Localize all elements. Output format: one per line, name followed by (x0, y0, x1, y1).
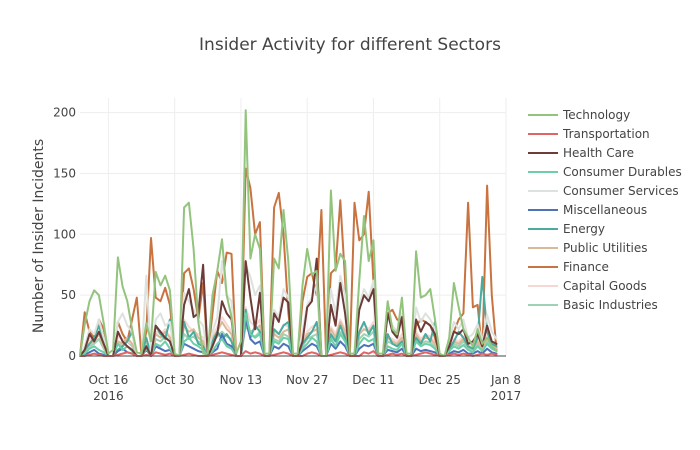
x-tick-year-label: 2017 (491, 389, 522, 403)
legend-label: Transportation (562, 127, 650, 141)
x-tick-label: Nov 13 (220, 373, 263, 387)
x-tick-label: Nov 27 (286, 373, 329, 387)
legend-item[interactable]: Consumer Services (528, 184, 679, 198)
legend-item[interactable]: Health Care (528, 146, 634, 160)
legend: Technology Transportation Health Care Consu… (528, 108, 682, 312)
legend-label: Technology (562, 108, 630, 122)
legend-label: Capital Goods (563, 279, 647, 293)
legend-label: Miscellaneous (563, 203, 647, 217)
legend-item[interactable]: Basic Industries (528, 298, 658, 312)
y-tick-label: 150 (53, 166, 76, 180)
grid-layer (80, 98, 507, 356)
legend-item[interactable]: Capital Goods (528, 279, 647, 293)
series-line-technology[interactable] (79, 109, 498, 357)
legend-item[interactable]: Energy (528, 222, 605, 236)
x-tick-label: Jan 8 (490, 373, 521, 387)
x-tick-label: Dec 25 (419, 373, 461, 387)
legend-label: Finance (563, 260, 609, 274)
legend-label: Consumer Services (563, 184, 679, 198)
chart-title: Insider Activity for different Sectors (199, 35, 501, 55)
y-tick-label: 0 (68, 349, 76, 363)
legend-item[interactable]: Consumer Durables (528, 165, 682, 179)
series-layer (79, 109, 498, 357)
legend-label: Energy (563, 222, 605, 236)
x-tick-label: Dec 11 (352, 373, 394, 387)
legend-item[interactable]: Technology (528, 108, 630, 122)
legend-item[interactable]: Public Utilities (528, 241, 648, 255)
legend-label: Public Utilities (563, 241, 648, 255)
series-line-energy[interactable] (79, 275, 498, 357)
legend-item[interactable]: Finance (528, 260, 609, 274)
legend-label: Basic Industries (563, 298, 658, 312)
y-tick-label: 50 (61, 288, 76, 302)
legend-item[interactable]: Transportation (528, 127, 650, 141)
x-tick-label: Oct 16 (88, 373, 128, 387)
y-tick-label: 200 (53, 106, 76, 120)
x-tick-year-label: 2016 (93, 389, 124, 403)
y-tick-label: 100 (53, 227, 76, 241)
tick-layer: 0 50 100 150 200 Oct 16 2016 Oct 30 Nov 13 Nov 27… (53, 106, 521, 403)
x-tick-label: Oct 30 (155, 373, 195, 387)
series-line-health-care[interactable] (79, 257, 498, 357)
legend-label: Health Care (563, 146, 634, 160)
legend-item[interactable]: Miscellaneous (528, 203, 647, 217)
series-line-consumer-services[interactable] (79, 260, 498, 357)
legend-label: Consumer Durables (563, 165, 682, 179)
y-axis-title: Number of Insider Incidents (31, 139, 47, 333)
